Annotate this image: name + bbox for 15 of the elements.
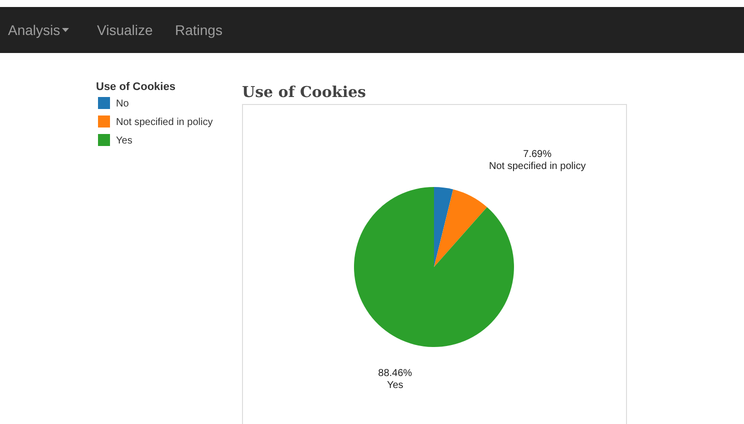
pie-slice: [354, 187, 514, 347]
text: Visualize: [97, 22, 153, 38]
pie-slice: [434, 187, 454, 267]
pie-slice: [434, 189, 488, 267]
legend-label: Yes: [116, 136, 132, 146]
slice-label: Not specified in policy: [488, 160, 586, 172]
slice-label: Yes: [386, 380, 404, 392]
text: Ratings: [175, 22, 222, 38]
data-label: 88.46%: [378, 368, 412, 380]
legend-title: Use of Cookies: [96, 81, 176, 93]
legend-label: No: [116, 98, 130, 110]
chart-title: Use of Cookies: [242, 83, 366, 101]
legend-label: Not specified in policy: [116, 117, 213, 128]
text: Analysis: [8, 22, 60, 38]
data-label: 7.69%: [523, 148, 552, 160]
